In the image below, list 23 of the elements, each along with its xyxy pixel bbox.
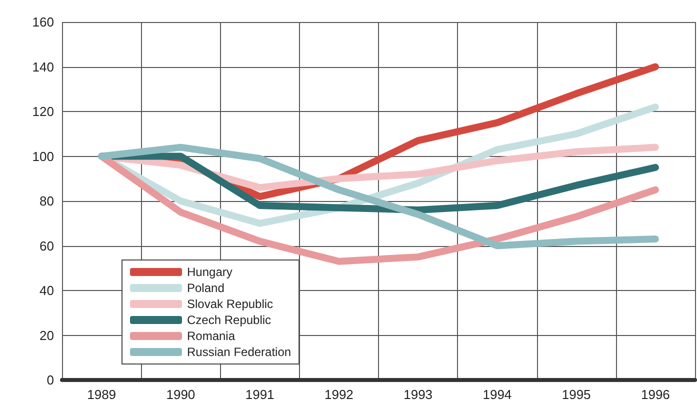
legend-label: Czech Republic — [187, 313, 272, 327]
x-tick-label: 1996 — [640, 387, 670, 402]
y-tick-label: 100 — [32, 148, 54, 164]
y-tick-label: 120 — [32, 104, 54, 119]
y-tick-label: 160 — [32, 14, 54, 30]
x-tick-label: 1989 — [87, 387, 116, 402]
y-tick-label: 0 — [46, 372, 54, 388]
legend-label: Romania — [187, 329, 236, 343]
x-tick-label: 1995 — [562, 387, 591, 402]
legend-label: Russian Federation — [187, 345, 292, 359]
x-tick-label: 1992 — [324, 387, 354, 402]
legend-label: Slovak Republic — [187, 297, 274, 311]
x-tick-label: 1990 — [166, 387, 196, 402]
y-tick-label: 80 — [40, 194, 54, 208]
legend-label: Hungary — [187, 265, 232, 279]
x-tick-label: 1991 — [245, 387, 274, 402]
x-tick-label: 1994 — [482, 387, 512, 402]
x-tick-label: 1993 — [404, 387, 433, 402]
y-tick-label: 140 — [32, 59, 54, 74]
y-tick-label: 60 — [40, 238, 54, 254]
y-tick-label: 40 — [40, 283, 54, 298]
legend-label: Poland — [187, 281, 224, 295]
y-tick-label: 20 — [40, 328, 54, 343]
